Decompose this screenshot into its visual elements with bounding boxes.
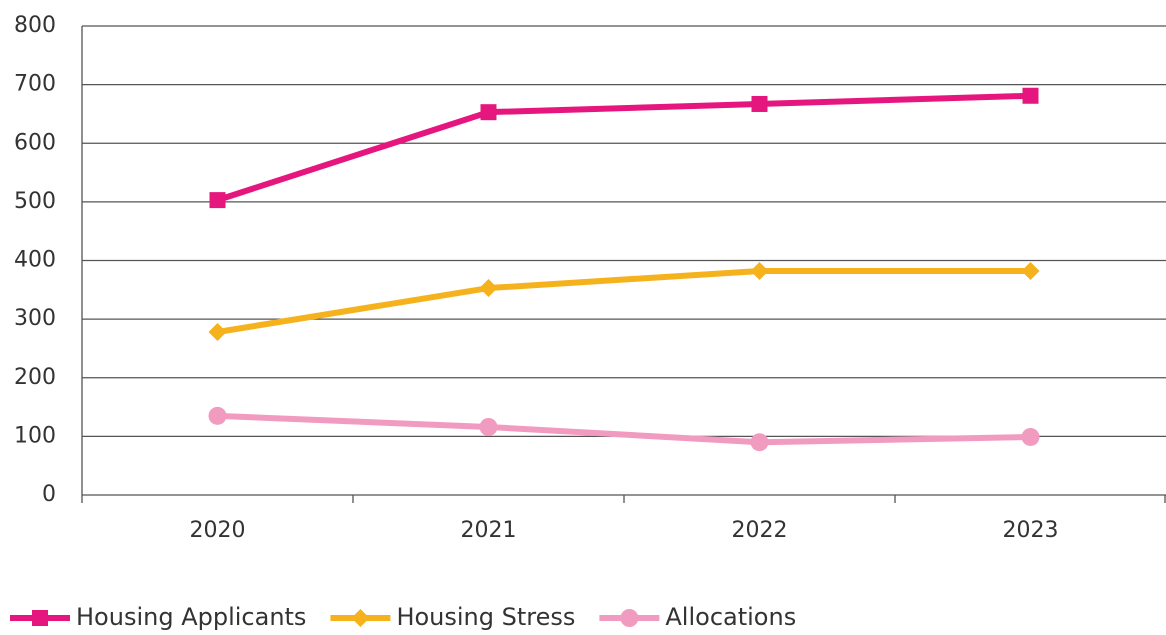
x-tick-label: 2023 (1003, 518, 1059, 543)
y-tick-label: 600 (14, 130, 56, 155)
marker (1021, 427, 1040, 446)
marker (750, 433, 769, 452)
marker (209, 192, 226, 209)
series-line (217, 268, 1031, 335)
marker (1021, 262, 1040, 281)
marker (479, 417, 498, 436)
marker (750, 262, 769, 281)
marker (479, 279, 498, 298)
y-tick-label: 100 (14, 423, 56, 448)
x-tick-label: 2020 (190, 518, 246, 543)
x-tick-label: 2022 (732, 518, 788, 543)
marker (32, 610, 48, 626)
x-tick-label: 2021 (461, 518, 517, 543)
marker (480, 104, 497, 121)
y-tick-label: 200 (14, 365, 56, 390)
series-line (217, 412, 1031, 446)
y-tick-label: 400 (14, 248, 56, 273)
legend-label: Housing Stress (396, 603, 575, 631)
y-tick-label: 800 (14, 13, 56, 38)
marker (208, 406, 227, 425)
y-tick-label: 300 (14, 306, 56, 331)
y-tick-label: 0 (42, 482, 56, 507)
series-line (216, 92, 1031, 203)
marker (1022, 87, 1039, 104)
marker (208, 323, 227, 342)
marker (351, 609, 370, 627)
marker (620, 609, 639, 627)
legend-label: Allocations (665, 603, 796, 631)
legend-label: Housing Applicants (76, 603, 306, 631)
y-tick-label: 500 (14, 189, 56, 214)
y-tick-label: 700 (14, 72, 56, 97)
marker (751, 95, 768, 112)
